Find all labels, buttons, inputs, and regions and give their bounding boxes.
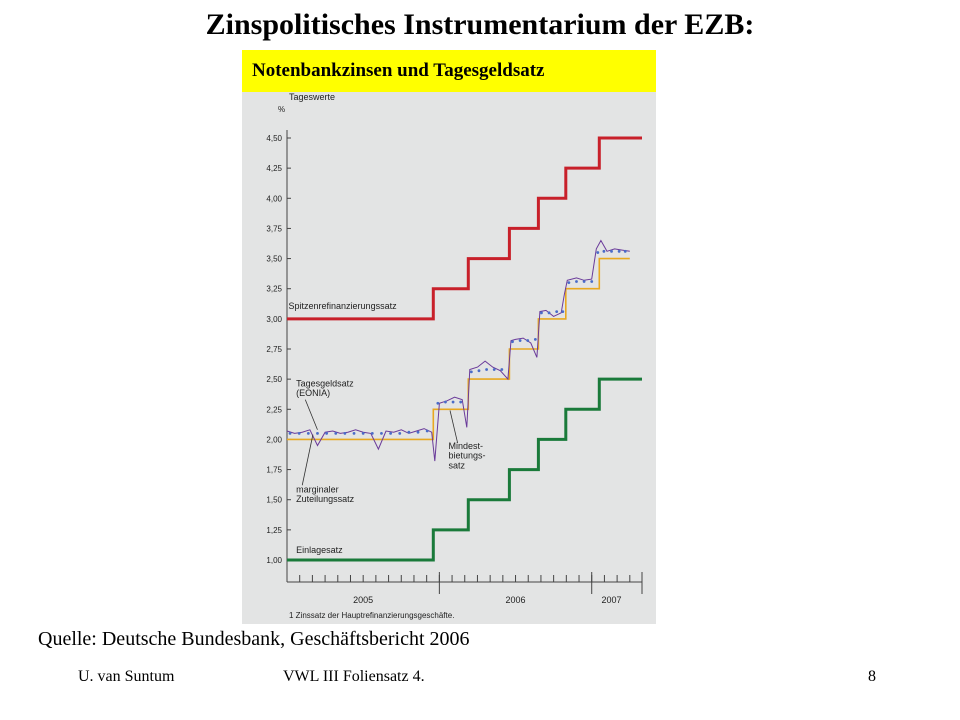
page-number: 8 xyxy=(868,668,876,685)
y-tick-label: 4,50 xyxy=(266,134,282,143)
series-point-marginaler-zuteilungssatz xyxy=(477,369,481,373)
series-point-marginaler-zuteilungssatz xyxy=(451,400,455,404)
series-point-marginaler-zuteilungssatz xyxy=(602,249,606,253)
x-year-label: 2007 xyxy=(602,595,622,605)
series-point-marginaler-zuteilungssatz xyxy=(316,432,319,435)
series-point-marginaler-zuteilungssatz xyxy=(540,311,543,315)
annotation-label: Mindest- xyxy=(449,441,484,451)
annotation-label: Einlagesatz xyxy=(296,545,343,555)
series-point-marginaler-zuteilungssatz xyxy=(582,280,586,283)
source-citation: Quelle: Deutsche Bundesbank, Geschäftsbe… xyxy=(38,628,470,650)
y-tick-label: 3,75 xyxy=(266,224,282,233)
series-point-marginaler-zuteilungssatz xyxy=(325,432,329,435)
footer-course: VWL III Foliensatz 4. xyxy=(283,668,425,685)
y-tick-label: 1,50 xyxy=(266,496,282,505)
annotation-label: Tagesgeldsatz xyxy=(296,378,354,388)
series-line-eonia xyxy=(286,239,630,462)
series-point-marginaler-zuteilungssatz xyxy=(492,368,496,371)
annotation-leader-zuteilung xyxy=(301,434,314,486)
y-tick-label: 4,00 xyxy=(266,194,282,203)
footer-author: U. van Suntum xyxy=(78,668,175,685)
series-point-marginaler-zuteilungssatz xyxy=(547,311,551,315)
series-point-marginaler-zuteilungssatz xyxy=(343,432,347,435)
y-tick-label: 2,25 xyxy=(266,405,282,414)
series-point-marginaler-zuteilungssatz xyxy=(567,281,571,285)
series-point-marginaler-zuteilungssatz xyxy=(444,400,447,404)
series-point-marginaler-zuteilungssatz xyxy=(623,249,627,253)
series-point-marginaler-zuteilungssatz xyxy=(370,432,374,435)
chart-panel: Tageswerte% 1,00 1,25 1,50 1,75 2,00 2,25 2,50 2… xyxy=(242,50,656,624)
series-point-marginaler-zuteilungssatz xyxy=(389,432,393,435)
series-point-marginaler-zuteilungssatz xyxy=(361,432,365,435)
series-point-marginaler-zuteilungssatz xyxy=(288,432,292,435)
y-tick-label: 3,00 xyxy=(266,315,282,324)
series-point-marginaler-zuteilungssatz xyxy=(407,430,411,434)
x-year-label: 2005 xyxy=(353,595,373,605)
series-point-marginaler-zuteilungssatz xyxy=(485,368,488,371)
series-point-marginaler-zuteilungssatz xyxy=(297,432,301,435)
series-point-marginaler-zuteilungssatz xyxy=(596,251,600,254)
series-point-marginaler-zuteilungssatz xyxy=(555,310,559,314)
y-axis-unit: % xyxy=(278,105,285,114)
series-point-marginaler-zuteilungssatz xyxy=(469,370,473,374)
series-point-marginaler-zuteilungssatz xyxy=(610,249,613,253)
y-tick-label: 2,50 xyxy=(266,375,282,384)
annotation-label: marginaler xyxy=(296,484,339,494)
x-year-label: 2006 xyxy=(506,595,526,605)
series-point-marginaler-zuteilungssatz xyxy=(500,368,504,371)
y-tick-label: 2,75 xyxy=(266,345,282,354)
series-line-mindestbietungssatz xyxy=(287,257,630,441)
y-tick-label: 1,25 xyxy=(266,526,282,535)
annotation-label: (EONIA) xyxy=(296,388,330,398)
series-point-marginaler-zuteilungssatz xyxy=(459,400,463,404)
annotation-label: bietungs- xyxy=(449,451,486,461)
series-point-marginaler-zuteilungssatz xyxy=(511,340,514,344)
series-point-marginaler-zuteilungssatz xyxy=(617,249,621,253)
chart-banner: Notenbankzinsen und Tagesgeldsatz xyxy=(242,50,656,92)
series-point-marginaler-zuteilungssatz xyxy=(398,432,402,435)
series-point-marginaler-zuteilungssatz xyxy=(518,339,522,342)
annotation-label: Zuteilungssatz xyxy=(296,494,355,504)
series-line-spitzenrefinanzierungssatz xyxy=(287,136,642,321)
y-tick-label: 3,25 xyxy=(266,285,282,294)
y-tick-label: 1,00 xyxy=(266,556,282,565)
annotation-label: satz xyxy=(449,460,466,470)
series-point-marginaler-zuteilungssatz xyxy=(425,429,429,433)
slide-title: Zinspolitisches Instrumentarium der EZB: xyxy=(205,8,755,41)
y-tick-label: 1,75 xyxy=(266,466,282,475)
series-point-marginaler-zuteilungssatz xyxy=(590,280,594,283)
annotation-leader-mindestbietung xyxy=(449,410,459,444)
chart-subtitle: Tageswerte xyxy=(289,92,335,102)
series-point-marginaler-zuteilungssatz xyxy=(334,432,338,435)
series-line-einlagesatz xyxy=(287,377,642,562)
y-tick-label: 2,00 xyxy=(266,435,282,444)
series-point-marginaler-zuteilungssatz xyxy=(306,432,310,435)
annotation-label: Spitzenrefinanzierungssatz xyxy=(289,301,398,311)
series-point-marginaler-zuteilungssatz xyxy=(416,430,420,434)
series-point-marginaler-zuteilungssatz xyxy=(526,339,530,342)
series-point-marginaler-zuteilungssatz xyxy=(575,280,578,283)
series-point-marginaler-zuteilungssatz xyxy=(533,337,537,341)
y-tick-label: 3,50 xyxy=(266,255,282,264)
series-point-marginaler-zuteilungssatz xyxy=(436,401,440,405)
series-point-marginaler-zuteilungssatz xyxy=(352,432,356,435)
y-tick-label: 4,25 xyxy=(266,164,282,173)
rate-chart: Tageswerte% 1,00 1,25 1,50 1,75 2,00 2,25 2,50 2… xyxy=(266,92,643,620)
series-point-marginaler-zuteilungssatz xyxy=(561,310,565,314)
series-point-marginaler-zuteilungssatz xyxy=(380,432,383,435)
annotation-leader-eonia xyxy=(304,399,318,430)
chart-footnote: 1 Zinssatz der Hauptrefinanzierungsgesch… xyxy=(289,611,454,620)
